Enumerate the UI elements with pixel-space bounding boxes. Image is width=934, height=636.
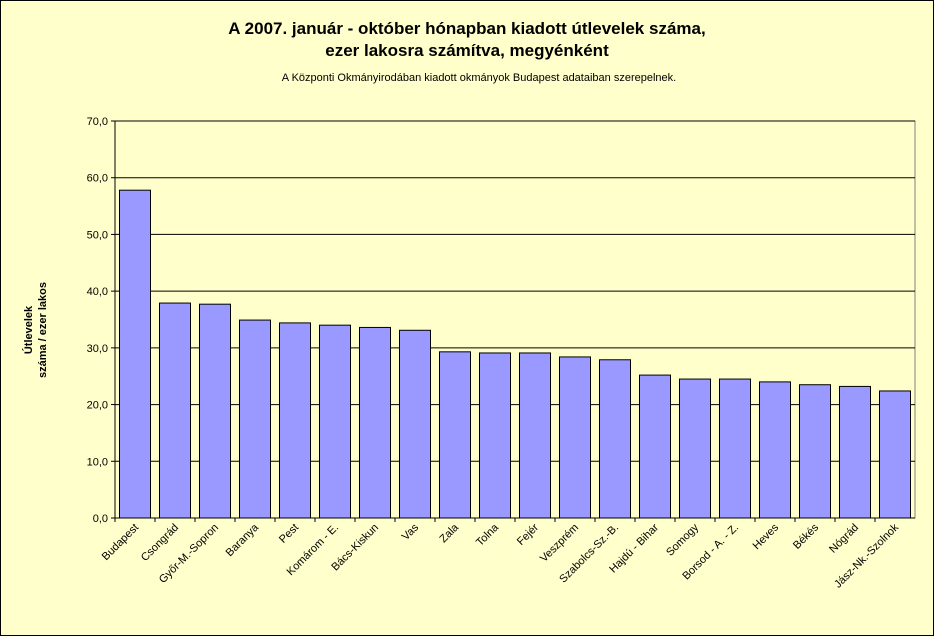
x-tick-label: Csongrád <box>139 522 181 564</box>
y-tick-label: 20,0 <box>87 400 108 412</box>
chart-title-line-2: ezer lakosra számítva, megyénként <box>325 41 609 60</box>
y-tick-label: 50,0 <box>87 229 108 241</box>
bar <box>599 359 631 519</box>
x-tick-label: Fejér <box>515 521 541 547</box>
x-tick-label: Nógrád <box>827 522 861 556</box>
x-tick-label: Budapest <box>100 522 141 563</box>
bar <box>679 378 711 519</box>
x-tick-label: Pest <box>277 522 301 546</box>
bar <box>639 374 671 519</box>
y-tick-label: 70,0 <box>87 116 108 128</box>
x-tick-label: Tolna <box>474 521 502 549</box>
bar <box>519 352 551 519</box>
x-tick-label: Somogy <box>664 521 701 558</box>
chart-title: A 2007. január - október hónapban kiadot… <box>0 18 934 62</box>
chart-subtitle: A Központi Okmányirodában kiadott okmány… <box>281 72 677 84</box>
bar <box>399 329 431 519</box>
x-tick-label: Baranya <box>224 521 262 559</box>
bar <box>199 303 231 519</box>
bar <box>559 356 591 519</box>
bar <box>159 302 191 519</box>
x-tick-label: Békés <box>791 521 821 551</box>
y-tick-label: 60,0 <box>87 173 108 185</box>
bar <box>359 326 391 519</box>
bar <box>319 324 351 519</box>
bar <box>799 384 831 519</box>
chart-title-line-1: A 2007. január - október hónapban kiadot… <box>228 19 706 38</box>
x-tick-label: Heves <box>751 521 782 552</box>
bar <box>479 352 511 519</box>
bar <box>879 390 911 519</box>
y-tick-label: 40,0 <box>87 286 108 298</box>
plot-background <box>114 120 916 519</box>
bar <box>439 351 471 519</box>
bar <box>119 189 151 519</box>
bar <box>719 378 751 519</box>
y-tick-label: 30,0 <box>87 343 108 355</box>
bar <box>239 319 271 519</box>
bar <box>279 322 311 519</box>
x-tick-label: Vas <box>400 521 422 543</box>
y-tick-label: 0,0 <box>93 513 108 525</box>
bar <box>839 385 871 519</box>
x-tick-label: Zala <box>437 521 461 545</box>
bar <box>759 381 791 519</box>
y-tick-label: 10,0 <box>87 456 108 468</box>
